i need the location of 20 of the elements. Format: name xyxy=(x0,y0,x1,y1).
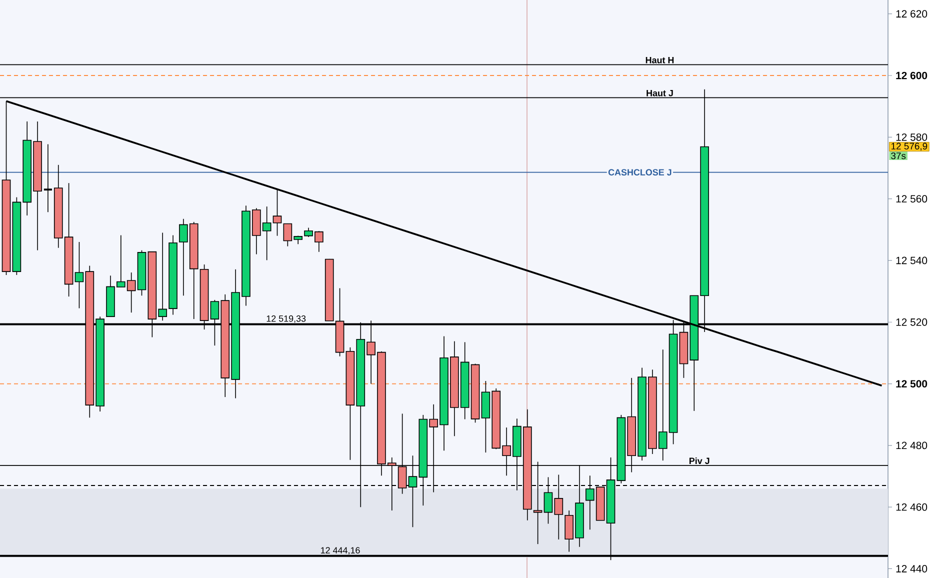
y-tick-label: 12 440 xyxy=(896,565,928,572)
y-tick-label: 12 480 xyxy=(896,442,928,450)
text: 12 576,9 xyxy=(891,142,928,151)
text: 37s xyxy=(891,152,906,160)
y-tick-label: 12 560 xyxy=(896,195,928,203)
y-tick-label: 12 540 xyxy=(896,256,928,264)
y-tick-label: 12 500 xyxy=(896,380,928,388)
y-tick-label: 12 620 xyxy=(896,10,928,18)
ref-line-label: 12 519,33 xyxy=(266,315,306,323)
ref-line-label: CASHCLOSE J xyxy=(608,169,672,176)
ref-line-label: Piv J xyxy=(689,457,710,464)
ref-line-label: 12 444,16 xyxy=(321,547,360,555)
y-tick-label: 12 460 xyxy=(896,503,928,511)
y-tick-label: 12 600 xyxy=(896,72,928,80)
candlestick xyxy=(272,188,282,236)
y-tick-label: 12 520 xyxy=(896,318,928,326)
y-tick-label: 12 580 xyxy=(896,133,928,141)
candlestick xyxy=(43,144,53,212)
ref-line-label: Haut J xyxy=(646,90,673,96)
ref-line-label: Haut H xyxy=(646,57,674,64)
